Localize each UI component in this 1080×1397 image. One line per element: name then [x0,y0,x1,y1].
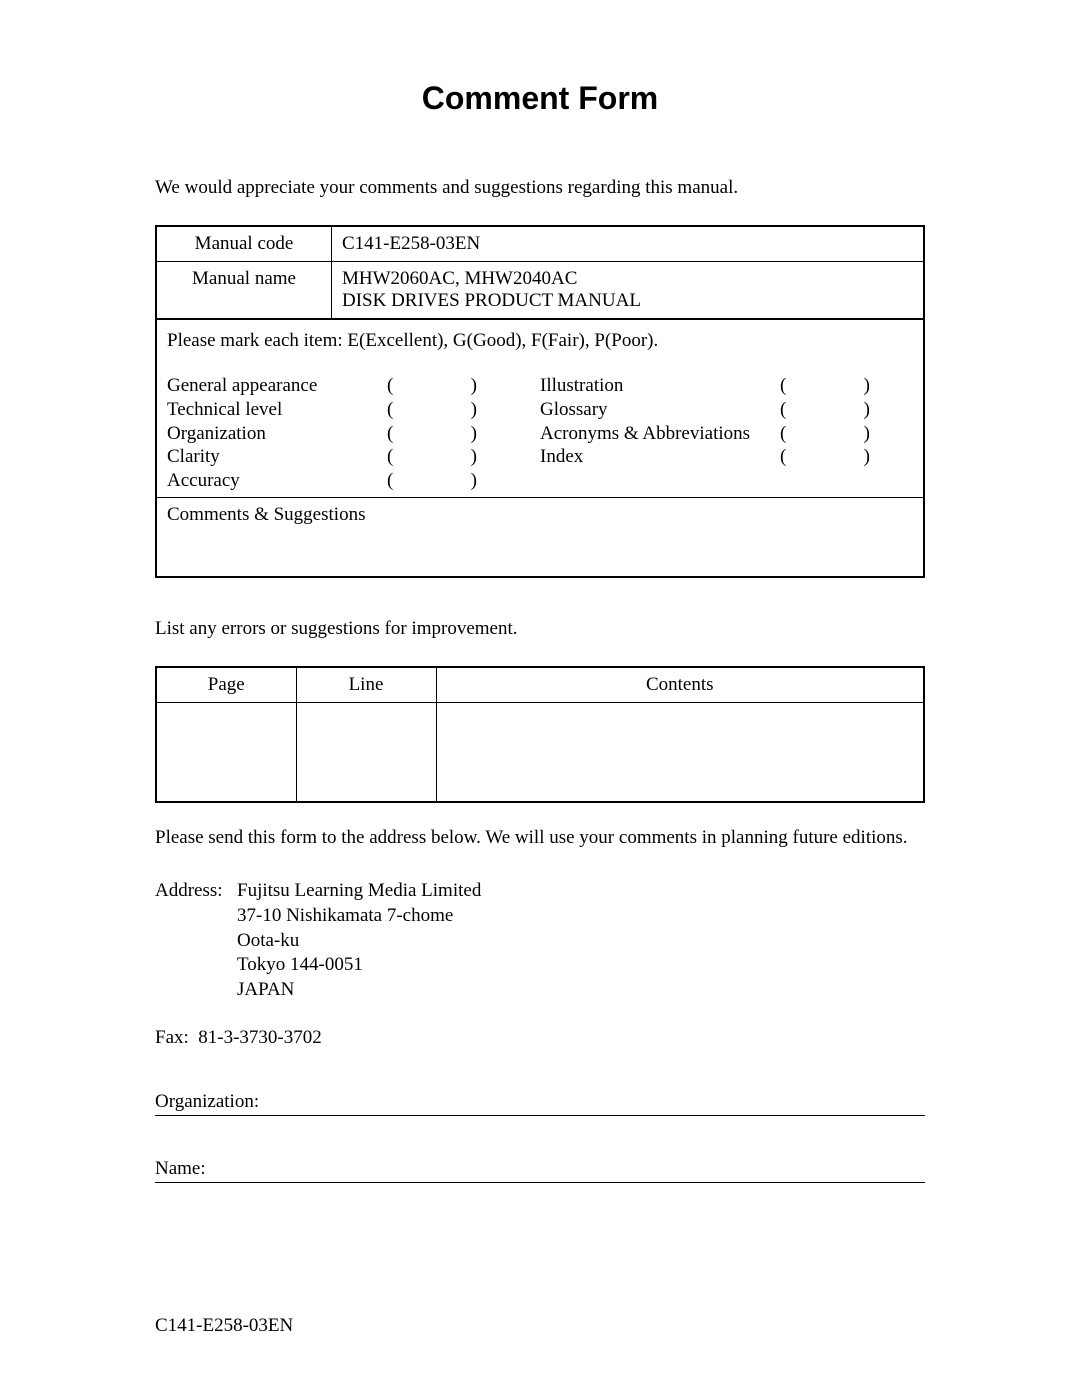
footer-code: C141-E258-03EN [155,1315,293,1337]
rating-item: Index () [540,445,913,469]
rating-label: Technical level [167,398,377,422]
manual-code-label: Manual code [157,227,332,261]
rating-label: Clarity [167,445,377,469]
rating-col-left: General appearance () Technical level ()… [167,374,540,493]
comments-label: Comments & Suggestions [167,504,365,525]
errors-row[interactable] [156,702,924,802]
rating-parens[interactable]: () [770,398,880,422]
page-title: Comment Form [155,80,925,117]
errors-header-row: Page Line Contents [156,667,924,703]
address-value: Oota-ku [237,929,925,954]
rating-parens[interactable]: () [377,398,487,422]
intro-text: We would appreciate your comments and su… [155,177,925,199]
errors-cell-line[interactable] [296,702,436,802]
fax-line: Fax: 81-3-3730-3702 [155,1027,925,1049]
address-value: Tokyo 144-0051 [237,953,925,978]
address-label: Address: [155,879,237,904]
address-line: Address: Fujitsu Learning Media Limited [155,879,925,904]
rating-grid: General appearance () Technical level ()… [167,374,913,493]
errors-header-line: Line [296,667,436,703]
manual-name-line2: DISK DRIVES PRODUCT MANUAL [342,290,913,312]
rating-label: Index [540,445,770,469]
rating-parens[interactable]: () [770,422,880,446]
rating-parens[interactable]: () [377,469,487,493]
manual-code-value: C141-E258-03EN [332,227,923,261]
rating-item: Illustration () [540,374,913,398]
rating-label: Accuracy [167,469,377,493]
rating-label: Acronyms & Abbreviations [540,422,770,446]
address-value: Fujitsu Learning Media Limited [237,879,481,904]
organization-label: Organization: [155,1091,259,1112]
rating-parens[interactable]: () [770,374,880,398]
send-instruction: Please send this form to the address bel… [155,827,925,849]
rating-parens[interactable]: () [377,374,487,398]
rating-parens[interactable]: () [377,445,487,469]
rating-item: Glossary () [540,398,913,422]
name-label: Name: [155,1158,206,1179]
rating-parens[interactable]: () [377,422,487,446]
address-value: JAPAN [237,978,925,1003]
organization-field[interactable]: Organization: [155,1091,925,1116]
rating-label: General appearance [167,374,377,398]
errors-intro: List any errors or suggestions for impro… [155,618,925,640]
manual-info-table: Manual code C141-E258-03EN Manual name M… [155,225,925,320]
address-value: 37-10 Nishikamata 7-chome [237,904,925,929]
rating-item: Organization () [167,422,540,446]
page: Comment Form We would appreciate your co… [0,0,1080,1397]
name-field[interactable]: Name: [155,1158,925,1183]
errors-header-page: Page [156,667,296,703]
manual-name-value: MHW2060AC, MHW2040AC DISK DRIVES PRODUCT… [332,262,923,318]
address-block: Address: Fujitsu Learning Media Limited … [155,879,925,1002]
errors-cell-contents[interactable] [436,702,924,802]
errors-cell-page[interactable] [156,702,296,802]
fax-label: Fax: [155,1027,189,1048]
rating-instruction: Please mark each item: E(Excellent), G(G… [167,330,913,352]
errors-table: Page Line Contents [155,666,925,804]
rating-item: Accuracy () [167,469,540,493]
comments-section[interactable]: Comments & Suggestions [155,498,925,578]
rating-section: Please mark each item: E(Excellent), G(G… [155,320,925,498]
rating-item: General appearance () [167,374,540,398]
manual-name-label: Manual name [157,262,332,318]
rating-item: Clarity () [167,445,540,469]
rating-label: Glossary [540,398,770,422]
rating-item: Acronyms & Abbreviations () [540,422,913,446]
manual-name-row: Manual name MHW2060AC, MHW2040AC DISK DR… [157,262,923,318]
manual-code-row: Manual code C141-E258-03EN [157,227,923,262]
manual-name-line1: MHW2060AC, MHW2040AC [342,268,913,290]
rating-label: Illustration [540,374,770,398]
rating-col-right: Illustration () Glossary () Acronyms & A… [540,374,913,493]
fax-value: 81-3-3730-3702 [198,1027,321,1048]
rating-item: Technical level () [167,398,540,422]
rating-label: Organization [167,422,377,446]
rating-parens[interactable]: () [770,445,880,469]
errors-header-contents: Contents [436,667,924,703]
